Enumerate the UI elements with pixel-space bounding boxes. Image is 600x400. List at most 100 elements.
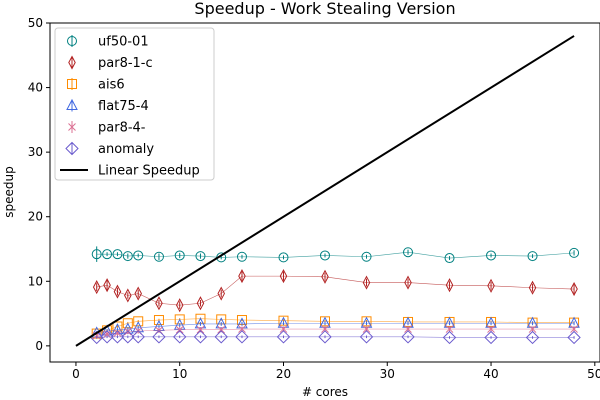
data-point — [155, 296, 163, 311]
data-point — [359, 330, 374, 344]
data-point — [103, 278, 111, 293]
y-tick-label: 30 — [28, 145, 43, 159]
data-point — [133, 316, 144, 327]
data-point — [445, 278, 454, 293]
series-3 — [90, 316, 580, 338]
data-point — [91, 249, 102, 260]
data-point — [121, 330, 135, 344]
legend-item: ais6 — [67, 78, 125, 93]
series-line — [96, 322, 575, 334]
data-point — [528, 280, 537, 295]
legend-frame — [54, 27, 215, 181]
series-line — [96, 318, 575, 334]
data-point — [196, 296, 205, 311]
data-point — [123, 327, 132, 336]
x-tick-label: 50 — [587, 367, 600, 381]
data-point — [278, 252, 289, 263]
data-point — [567, 330, 581, 345]
data-point — [133, 250, 144, 261]
y-tick-label: 0 — [35, 339, 43, 353]
data-point — [361, 251, 372, 262]
data-point — [570, 281, 578, 297]
series-1 — [92, 269, 578, 313]
y-tick-label: 10 — [28, 274, 43, 288]
series-line — [96, 275, 575, 306]
data-point — [175, 325, 184, 334]
data-point — [569, 247, 580, 258]
legend-label: uf50-01 — [98, 35, 149, 50]
data-point — [217, 325, 226, 334]
data-point — [484, 330, 498, 345]
x-tick-label: 20 — [276, 367, 291, 381]
data-point — [92, 280, 101, 295]
data-point — [134, 286, 142, 301]
data-point — [279, 325, 288, 333]
data-point — [444, 253, 455, 264]
data-point — [527, 251, 538, 262]
legend-swatch — [66, 98, 78, 110]
legend-swatch — [68, 123, 76, 131]
series-line — [96, 328, 575, 336]
legend-label: Linear Speedup — [98, 164, 200, 179]
data-point — [235, 330, 249, 344]
data-point — [528, 325, 537, 333]
data-point — [321, 325, 329, 333]
data-point — [131, 330, 145, 344]
x-tick-label: 0 — [72, 367, 80, 381]
y-tick-label: 40 — [28, 81, 43, 95]
legend-swatch — [68, 55, 76, 70]
data-point — [487, 278, 495, 293]
plot-area — [75, 35, 581, 347]
legend-label: anomaly — [98, 142, 154, 157]
x-tick-label: 10 — [172, 367, 187, 381]
legend-label: ais6 — [98, 78, 125, 93]
legend-item: uf50-01 — [67, 35, 149, 50]
data-point — [173, 330, 187, 344]
data-point — [113, 284, 122, 299]
legend-item: Linear Speedup — [60, 164, 200, 179]
data-point — [124, 288, 132, 303]
data-point — [238, 325, 246, 333]
data-point — [318, 330, 332, 344]
data-point — [362, 325, 371, 333]
data-point — [403, 247, 414, 258]
data-point — [112, 249, 123, 260]
data-point — [362, 275, 371, 290]
data-point — [214, 330, 228, 344]
data-point — [487, 325, 495, 333]
series-line — [96, 251, 575, 259]
legend-item: anomaly — [65, 141, 154, 157]
legend-item: par8-4- — [68, 121, 146, 136]
reference-line — [75, 35, 575, 347]
axes: 0 10 20 30 40 50 0 10 20 30 40 50 — [28, 16, 600, 381]
data-point — [217, 286, 225, 301]
y-axis-label: speedup — [2, 166, 16, 217]
data-point — [445, 325, 454, 333]
legend-label: par8-4- — [98, 121, 146, 136]
data-point — [321, 269, 329, 284]
chart-title: Speedup - Work Stealing Version — [194, 0, 455, 18]
legend-label: flat75-4 — [98, 99, 149, 114]
data-point — [442, 330, 457, 345]
data-point — [196, 325, 205, 334]
legend-item: flat75-4 — [66, 98, 149, 114]
data-point — [175, 298, 184, 313]
x-tick-label: 30 — [380, 367, 395, 381]
data-point — [486, 250, 497, 261]
series-5 — [89, 330, 581, 345]
series-0 — [91, 246, 580, 264]
data-point — [404, 275, 412, 290]
data-point — [401, 330, 415, 344]
data-point — [152, 330, 166, 344]
data-point — [236, 251, 247, 262]
x-axis-label: # cores — [302, 385, 348, 399]
series-6 — [75, 35, 575, 347]
data-point — [279, 269, 288, 284]
data-point — [100, 330, 114, 344]
data-point — [195, 251, 206, 262]
data-point — [113, 329, 122, 337]
data-point — [102, 249, 113, 260]
legend-swatch — [67, 79, 77, 89]
data-point — [122, 251, 133, 262]
